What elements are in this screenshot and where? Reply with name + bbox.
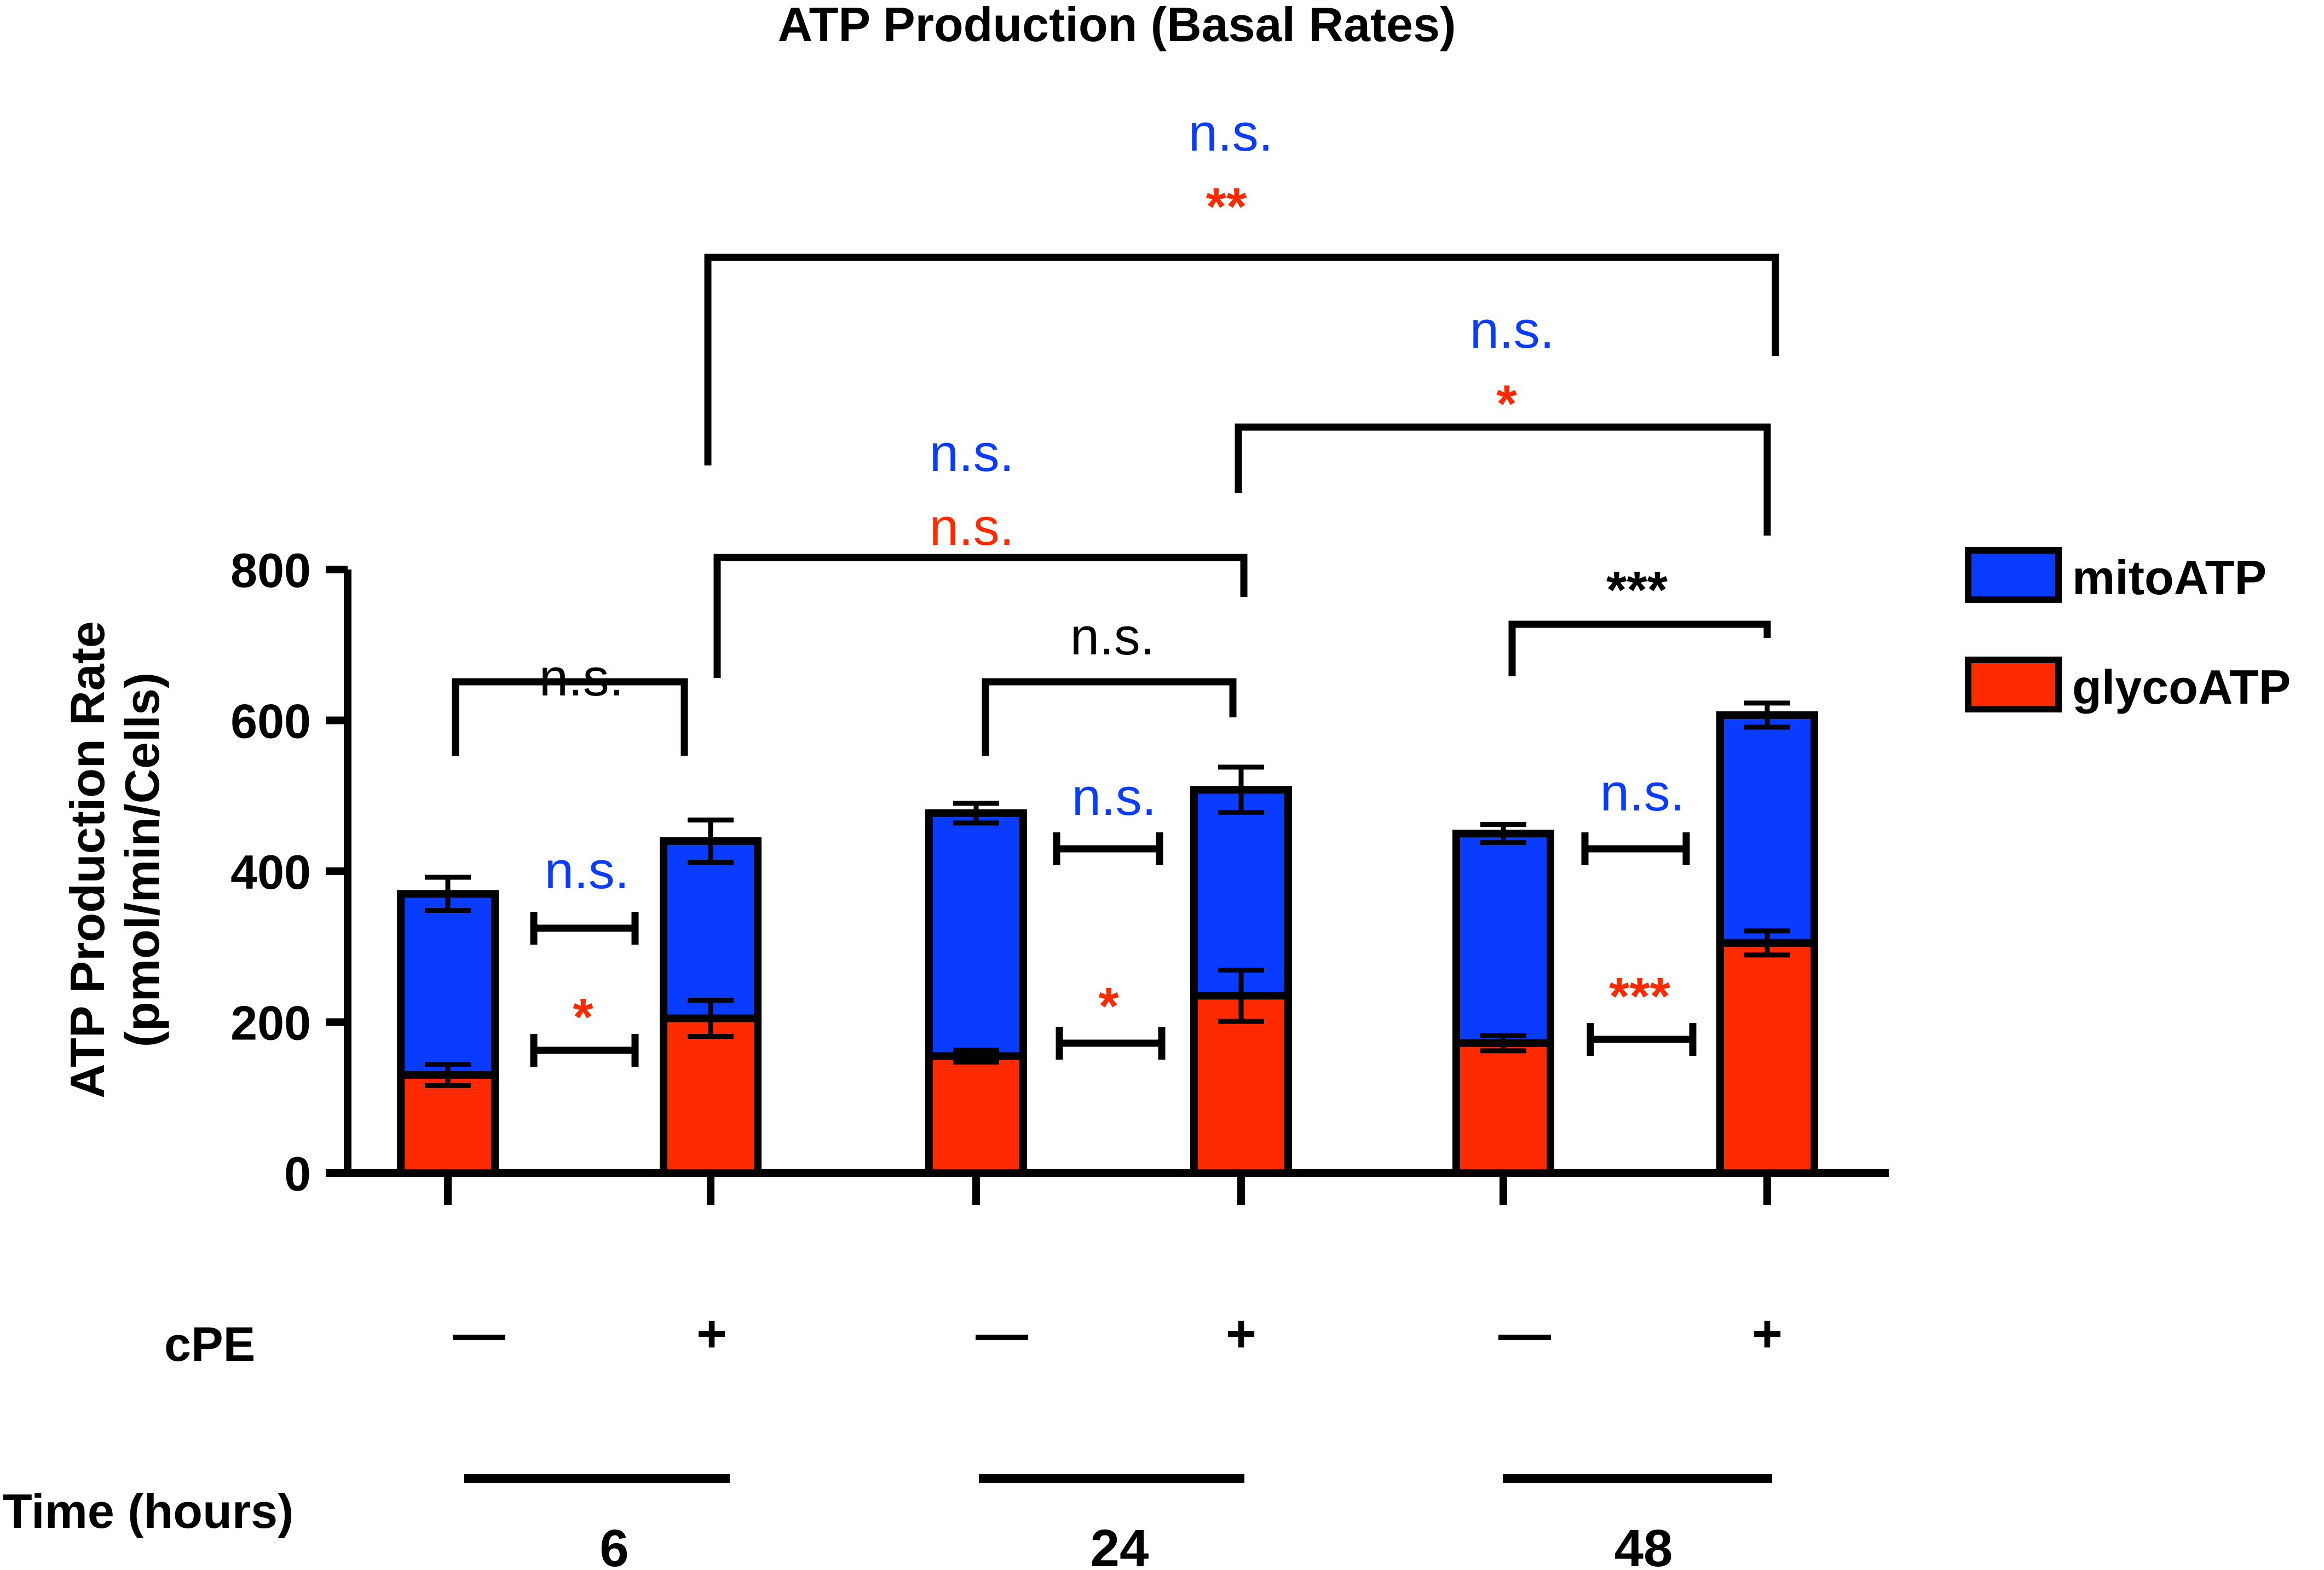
cpe-value-3: + bbox=[1226, 1304, 1256, 1363]
legend-swatch-mitoATP bbox=[1965, 547, 2062, 603]
y-axis-label: ATP Production Rate (pmol/min/Cells) bbox=[60, 621, 169, 1099]
sig-pair-48h-mito: n.s. bbox=[1600, 763, 1685, 822]
cpe-row: — + — + — + bbox=[453, 1304, 1783, 1363]
bar-mitoATP-0 bbox=[397, 890, 499, 1079]
sig-cross-6-24-mito: n.s. bbox=[930, 424, 1014, 482]
time-row-label: Time (hours) bbox=[3, 1484, 293, 1538]
bracket-total-48h bbox=[1508, 620, 1771, 676]
sig-cross-6-24-glyco: n.s. bbox=[930, 498, 1014, 556]
significance-labels: n.s. * n.s. * n.s. *** n.s. n.s. *** n.s… bbox=[539, 103, 1685, 1046]
cpe-row-label: cPE bbox=[164, 1317, 255, 1371]
bar-glycoATP-5 bbox=[1716, 939, 1818, 1177]
cpe-value-5: + bbox=[1752, 1304, 1783, 1363]
cpe-value-0: — bbox=[453, 1304, 505, 1363]
significance-brackets bbox=[452, 254, 1779, 1067]
y-tick-label-200: 200 bbox=[230, 996, 311, 1050]
bar-mitoATP-5 bbox=[1716, 711, 1818, 947]
time-group-label-6: 6 bbox=[599, 1519, 628, 1570]
legend-label-mitoATP: mitoATP bbox=[2072, 550, 2267, 605]
legend-swatch-glycoATP bbox=[1965, 657, 2062, 712]
sig-cross-6-48-mito: n.s. bbox=[1189, 103, 1273, 162]
sig-pair-24h-glyco: * bbox=[1098, 977, 1119, 1036]
time-group-label-24: 24 bbox=[1091, 1519, 1149, 1570]
bracket-cross-6-24 bbox=[713, 554, 1248, 678]
y-axis-ticks: 0 200 400 600 800 bbox=[230, 543, 348, 1201]
sig-total-24h: n.s. bbox=[1070, 607, 1155, 666]
y-axis-label-line1: ATP Production Rate bbox=[60, 621, 114, 1099]
sig-pair-24h-mito: n.s. bbox=[1072, 768, 1157, 826]
bracket-total-6h bbox=[452, 678, 688, 756]
sig-total-48h: *** bbox=[1606, 561, 1668, 619]
y-tick-label-600: 600 bbox=[230, 694, 311, 749]
time-group-label-48: 48 bbox=[1614, 1519, 1673, 1570]
time-row: 6 24 48 bbox=[464, 1474, 1772, 1570]
cpe-value-1: + bbox=[696, 1304, 727, 1363]
legend-label-glycoATP: glycoATP bbox=[2072, 660, 2291, 714]
sig-pair-6h-glyco: * bbox=[573, 988, 593, 1046]
bar-glycoATP-1 bbox=[660, 1014, 762, 1177]
cpe-value-2: — bbox=[976, 1304, 1028, 1363]
sig-pair-48h-glyco: *** bbox=[1609, 967, 1671, 1026]
bracket-total-24h bbox=[982, 678, 1237, 756]
bar-glycoATP-0 bbox=[397, 1071, 499, 1177]
y-tick-label-0: 0 bbox=[284, 1147, 311, 1201]
bar-mitoATP-4 bbox=[1452, 830, 1554, 1048]
bracket-cross-24-48 bbox=[1235, 423, 1771, 536]
y-axis-label-line2: (pmol/min/Cells) bbox=[115, 672, 169, 1048]
bar-glycoATP-2 bbox=[925, 1052, 1027, 1177]
bar-mitoATP-2 bbox=[925, 809, 1027, 1060]
bar-glycoATP-4 bbox=[1452, 1039, 1554, 1177]
chart-title: ATP Production (Basal Rates) bbox=[778, 0, 1456, 51]
bracket-cross-6-48 bbox=[704, 254, 1779, 465]
bar-mitoATP-3 bbox=[1190, 786, 1292, 1000]
sig-cross-6-48-glyco: ** bbox=[1206, 177, 1247, 236]
sig-cross-24-48-mito: n.s. bbox=[1470, 301, 1555, 359]
cpe-value-4: — bbox=[1498, 1304, 1551, 1363]
sig-cross-24-48-glyco: * bbox=[1496, 375, 1517, 433]
y-tick-label-800: 800 bbox=[230, 543, 311, 597]
legend: mitoATP glycoATP bbox=[1965, 547, 2291, 714]
bar-mitoATP-1 bbox=[660, 837, 762, 1022]
x-axis-ticks bbox=[444, 1173, 1771, 1205]
sig-total-6h: n.s. bbox=[539, 648, 624, 707]
bars-layer bbox=[397, 700, 1818, 1177]
sig-pair-6h-mito: n.s. bbox=[545, 841, 630, 900]
y-tick-label-400: 400 bbox=[230, 845, 311, 899]
